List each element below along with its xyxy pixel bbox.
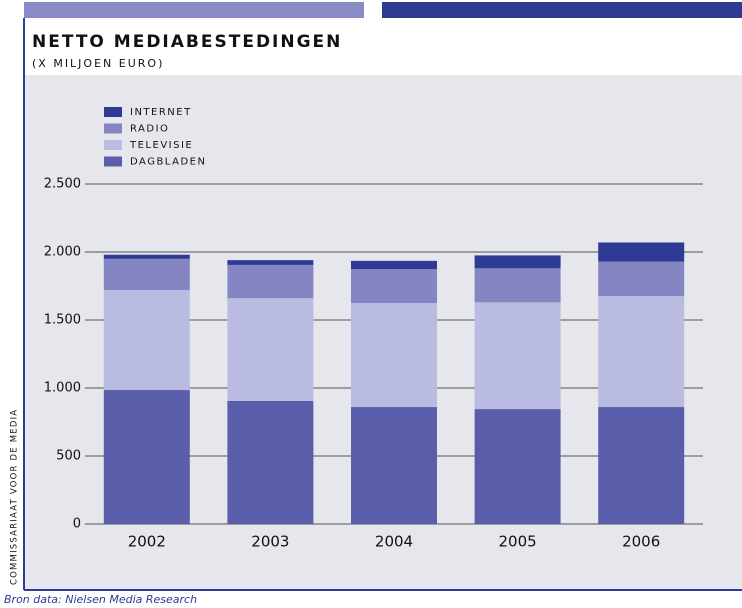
bar-segment bbox=[351, 407, 437, 524]
bar-segment bbox=[227, 400, 314, 524]
x-tick-label: 2002 bbox=[128, 533, 166, 551]
legend-swatch bbox=[104, 107, 122, 117]
bar-segment bbox=[351, 260, 437, 269]
y-tick-label: 500 bbox=[56, 449, 81, 464]
x-tick-label: 2003 bbox=[251, 533, 289, 551]
bar-segment bbox=[103, 390, 190, 524]
bar-segment bbox=[474, 409, 561, 524]
legend-swatch bbox=[104, 123, 122, 134]
bar-segment bbox=[474, 255, 561, 269]
x-tick-label: 2004 bbox=[375, 533, 413, 551]
y-tick-label: 0 bbox=[73, 517, 81, 532]
bar-segment bbox=[227, 260, 314, 265]
legend-label: INTERNET bbox=[130, 107, 192, 118]
bar-segment bbox=[227, 264, 314, 299]
x-tick-label: 2006 bbox=[622, 533, 660, 551]
legend-label: DAGBLADEN bbox=[130, 157, 206, 168]
bar-segment bbox=[227, 298, 314, 401]
legend-swatch bbox=[104, 156, 122, 167]
side-label: COMMISSARIAAT VOOR DE MEDIA bbox=[10, 409, 20, 585]
y-tick-label: 2.000 bbox=[44, 245, 81, 260]
bar-segment bbox=[598, 296, 685, 408]
bar-segment bbox=[598, 261, 685, 297]
y-tick-label: 2.500 bbox=[44, 177, 81, 192]
bar-segment bbox=[103, 290, 190, 391]
bar-segment bbox=[351, 303, 437, 408]
bar-segment bbox=[474, 302, 561, 410]
y-tick-label: 1.000 bbox=[44, 381, 81, 396]
chart-title: NETTO MEDIABESTEDINGEN bbox=[32, 32, 342, 52]
banner bbox=[382, 2, 742, 18]
bar-segment bbox=[103, 254, 190, 259]
bar-segment bbox=[598, 242, 685, 262]
x-tick-label: 2005 bbox=[499, 533, 537, 551]
bar-segment bbox=[103, 258, 190, 291]
legend-label: RADIO bbox=[130, 124, 169, 135]
subtitle: (X MILJOEN EURO) bbox=[32, 57, 164, 70]
legend-swatch bbox=[104, 140, 122, 150]
legend-label: TELEVISIE bbox=[129, 140, 193, 151]
banner bbox=[24, 2, 364, 18]
bar-segment bbox=[351, 269, 437, 303]
source: Bron data: Nielsen Media Research bbox=[4, 593, 197, 606]
y-tick-label: 1.500 bbox=[44, 313, 81, 328]
bar-segment bbox=[598, 407, 685, 524]
bar-segment bbox=[474, 268, 561, 303]
